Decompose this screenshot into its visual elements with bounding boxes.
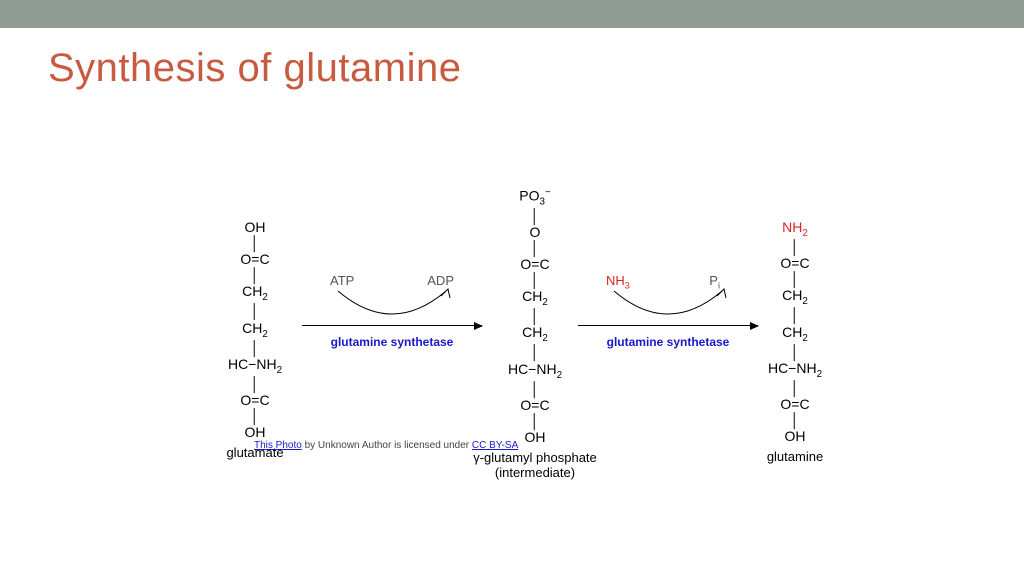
molecule-glutamine: NH2│O=C│CH2│CH2│HC−NH2│O=C│OH glutamine — [750, 219, 840, 465]
enzyme-label-2: glutamine synthetase — [578, 335, 758, 349]
mol3-name: glutamine — [750, 450, 840, 465]
reaction-arrow-2: NH3 Pi glutamine synthetase — [578, 277, 758, 367]
header-bar — [0, 0, 1024, 28]
enzyme-label-1: glutamine synthetase — [302, 335, 482, 349]
arrow-line-icon — [302, 325, 482, 326]
mol3-structure: NH2│O=C│CH2│CH2│HC−NH2│O=C│OH — [750, 219, 840, 444]
attribution-mid: by Unknown Author is licensed under — [302, 440, 472, 451]
slide-title: Synthesis of glutamine — [48, 46, 1024, 91]
reaction-arrow-1: ATP ADP glutamine synthetase — [302, 277, 482, 367]
curve-arrow-icon — [330, 287, 454, 325]
mol2-name: γ-glutamyl phosphate — [465, 451, 605, 466]
attribution-license-link[interactable]: CC BY-SA — [472, 440, 518, 451]
arrow-line-icon — [578, 325, 758, 326]
cofactor-adp: ADP — [427, 273, 454, 288]
molecule-glutamate: OH│O=C│CH2│CH2│HC−NH2│O=C│OH glutamate — [210, 219, 300, 461]
mol1-structure: OH│O=C│CH2│CH2│HC−NH2│O=C│OH — [210, 219, 300, 440]
attribution-text: This Photo by Unknown Author is licensed… — [254, 440, 518, 451]
reaction-diagram: OH│O=C│CH2│CH2│HC−NH2│O=C│OH glutamate A… — [190, 215, 850, 455]
cofactor-atp: ATP — [330, 273, 354, 288]
mol2-name2: (intermediate) — [465, 466, 605, 481]
attribution-photo-link[interactable]: This Photo — [254, 440, 302, 451]
curve-arrow-icon — [606, 287, 730, 325]
